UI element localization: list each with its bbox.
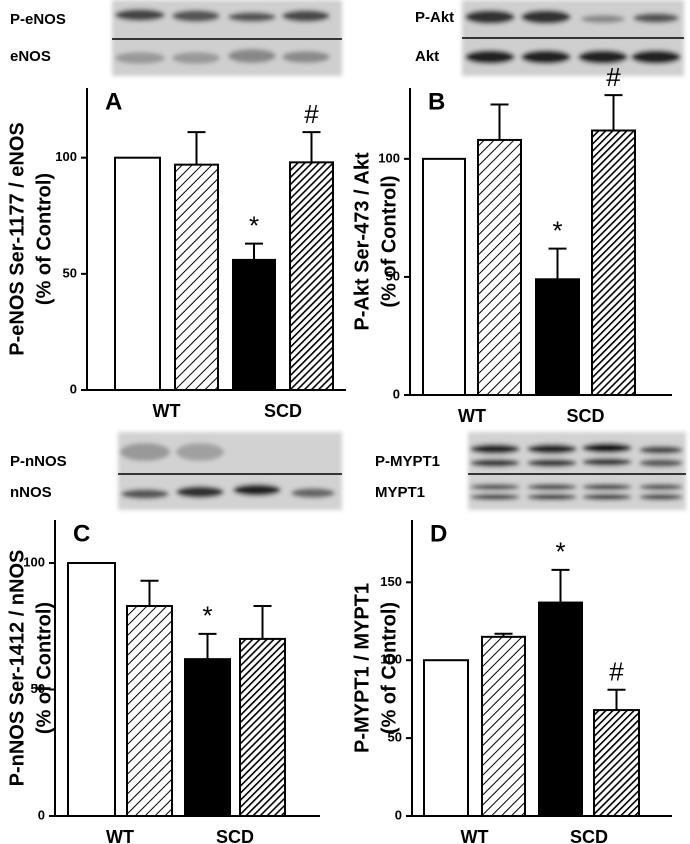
y-tick-label: 100 [55, 149, 77, 164]
group-label: SCD [570, 827, 608, 844]
blot-label: eNOS [10, 48, 51, 65]
group-label: WT [153, 401, 181, 421]
group-label: SCD [264, 401, 302, 421]
y-axis-label: P-eNOS Ser-1177 / eNOS [6, 122, 28, 355]
blot-label: P-MYPT1 [375, 453, 440, 470]
y-axis-label: P-Akt Ser-473 / Akt [351, 152, 373, 331]
y-tick-label: 0 [70, 381, 77, 396]
bar [184, 658, 231, 818]
y-axis-label: (% of Control) [378, 175, 400, 307]
blot-label: P-nNOS [10, 453, 67, 470]
significance-marker: # [609, 657, 624, 687]
group-label: SCD [216, 827, 254, 844]
blot-label: MYPT1 [375, 484, 425, 501]
blot-label: nNOS [10, 484, 52, 501]
bar [591, 129, 636, 396]
significance-marker: * [552, 215, 562, 245]
y-axis-label: (% of Control) [378, 602, 400, 734]
y-axis-label: P-nNOS Ser-1412 / nNOS [6, 550, 28, 787]
y-tick-label: 100 [378, 150, 400, 165]
bar [289, 161, 334, 391]
y-tick-label: 50 [388, 730, 402, 745]
y-tick-label: 50 [63, 265, 77, 280]
y-axis-label: P-MYPT1 / MYPT1 [351, 583, 373, 753]
group-label: SCD [566, 406, 604, 426]
y-tick-label: 0 [38, 807, 45, 822]
panel-label: A [105, 88, 122, 115]
bar [126, 605, 173, 817]
bar [593, 709, 640, 818]
significance-marker: * [555, 537, 565, 567]
y-tick-label: 50 [386, 268, 400, 283]
y-axis-label: (% of Control) [33, 602, 55, 734]
bar [423, 659, 469, 817]
blot-label: Akt [415, 48, 439, 65]
panel-label: B [428, 88, 445, 115]
y-tick-label: 0 [393, 386, 400, 401]
significance-marker: * [249, 211, 259, 241]
group-label: WT [458, 406, 486, 426]
y-tick-label: 100 [380, 652, 402, 667]
bar [239, 637, 286, 818]
bar [535, 278, 580, 396]
bar [481, 635, 526, 817]
blot-label: P-Akt [415, 9, 454, 26]
significance-marker: * [202, 601, 212, 631]
y-tick-label: 150 [380, 574, 402, 589]
significance-marker: # [304, 99, 319, 129]
bar [477, 138, 522, 396]
bar [114, 156, 161, 391]
bar [232, 258, 276, 391]
y-tick-label: 50 [31, 681, 45, 696]
panel-label: D [430, 520, 447, 547]
group-label: WT [106, 827, 134, 844]
y-axis-label: (% of Control) [33, 173, 55, 305]
bar [174, 163, 219, 391]
y-tick-label: 0 [395, 807, 402, 822]
bar [538, 601, 583, 817]
y-tick-label: 100 [23, 554, 45, 569]
bar [67, 562, 116, 817]
blot-label: P-eNOS [10, 11, 66, 28]
group-label: WT [461, 827, 489, 844]
panel-label: C [73, 520, 90, 547]
blots [112, 0, 686, 510]
significance-marker: # [606, 62, 621, 92]
blot-dividers [112, 37, 686, 475]
bar [422, 157, 466, 396]
